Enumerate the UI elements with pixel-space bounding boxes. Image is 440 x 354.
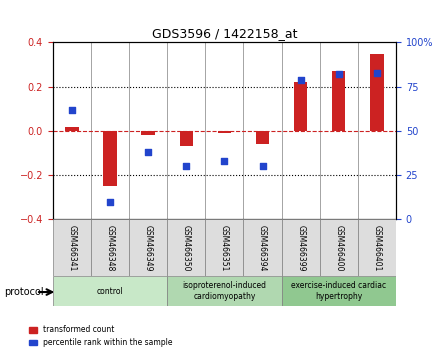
Bar [256,131,269,144]
FancyBboxPatch shape [167,219,205,276]
Legend: transformed count, percentile rank within the sample: transformed count, percentile rank withi… [26,322,175,350]
Point [106,199,114,205]
FancyBboxPatch shape [53,276,167,306]
FancyBboxPatch shape [129,219,167,276]
FancyBboxPatch shape [282,276,396,306]
Point [221,158,228,164]
FancyBboxPatch shape [320,219,358,276]
Text: protocol: protocol [4,287,44,297]
Point [335,72,342,77]
Text: GSM466399: GSM466399 [296,224,305,271]
Bar [65,127,78,131]
Text: GSM466350: GSM466350 [182,224,191,271]
Text: GSM466349: GSM466349 [143,224,153,271]
FancyBboxPatch shape [91,219,129,276]
Text: exercise-induced cardiac
hypertrophy: exercise-induced cardiac hypertrophy [291,281,386,301]
FancyBboxPatch shape [53,219,91,276]
Bar [294,82,307,131]
Text: GSM466394: GSM466394 [258,224,267,271]
Bar [370,53,384,131]
Point [145,149,152,155]
Bar [103,131,117,186]
Bar [180,131,193,147]
FancyBboxPatch shape [243,219,282,276]
Point [374,70,381,75]
Text: GSM466400: GSM466400 [334,224,343,271]
Text: GSM466348: GSM466348 [106,224,114,271]
Title: GDS3596 / 1422158_at: GDS3596 / 1422158_at [152,27,297,40]
Point [183,164,190,169]
Text: control: control [97,287,123,296]
Point [259,164,266,169]
Text: GSM466401: GSM466401 [372,224,381,271]
Bar [142,131,155,136]
Point [297,77,304,82]
Text: isoproterenol-induced
cardiomyopathy: isoproterenol-induced cardiomyopathy [183,281,266,301]
FancyBboxPatch shape [205,219,243,276]
Point [68,107,75,113]
Text: GSM466341: GSM466341 [67,224,77,271]
FancyBboxPatch shape [358,219,396,276]
Bar [332,71,345,131]
Text: GSM466351: GSM466351 [220,224,229,271]
FancyBboxPatch shape [167,276,282,306]
Bar [218,131,231,133]
FancyBboxPatch shape [282,219,320,276]
